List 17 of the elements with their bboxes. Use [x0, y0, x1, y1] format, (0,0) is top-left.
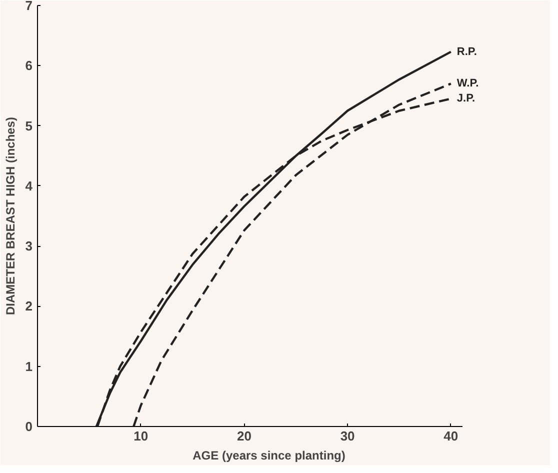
y-tick-label: 0: [25, 419, 33, 434]
x-tick-label: 10: [134, 428, 148, 444]
y-tick-label: 3: [25, 238, 33, 254]
y-tick-label: 7: [25, 0, 33, 13]
y-tick-label: 5: [25, 118, 33, 134]
y-axis-title: DIAMETER BREAST HIGH (inches): [3, 116, 18, 316]
y-tick-label: 1: [25, 358, 33, 374]
series-label: R.P.: [456, 46, 477, 58]
x-tick-label: 40: [444, 428, 458, 444]
x-tick-label: 30: [340, 428, 355, 444]
series-label: J.P.: [456, 92, 476, 105]
y-tick-label: 6: [25, 58, 33, 74]
x-tick-label: 20: [236, 428, 252, 444]
x-axis-title: AGE (years since planting): [192, 448, 346, 462]
series-label: W.P.: [456, 78, 479, 90]
y-tick-label: 4: [25, 178, 34, 194]
y-tick-label: 2: [25, 298, 33, 314]
